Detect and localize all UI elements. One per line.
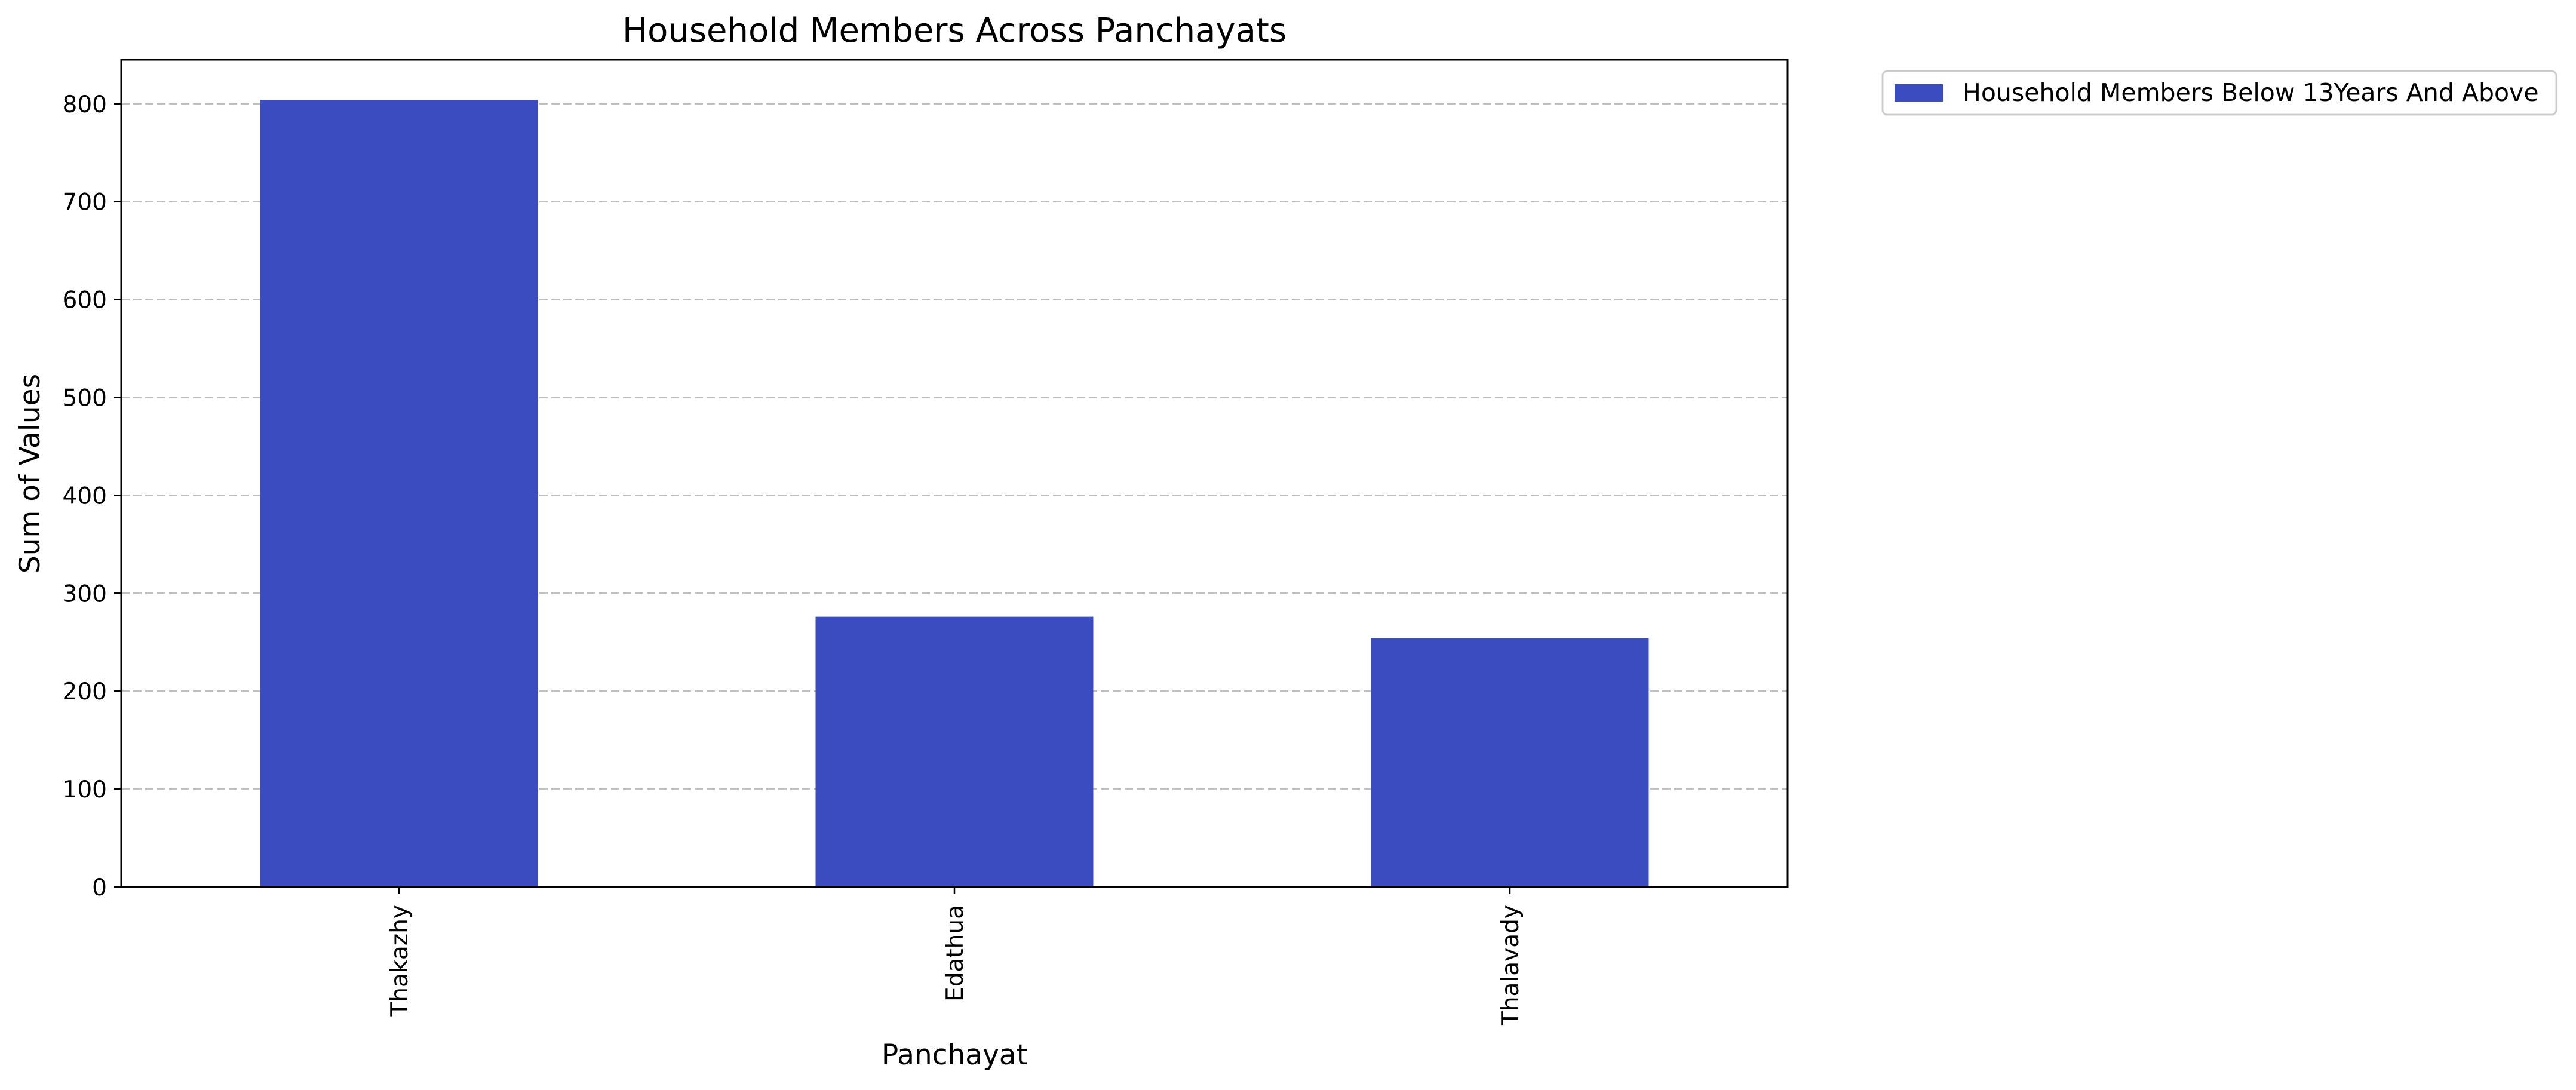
y-tick-label: 0: [92, 874, 107, 901]
x-tick-label: Edathua: [942, 905, 969, 1002]
y-axis-ticks: 0 100 200 300 400 500 600 700 800: [63, 91, 121, 901]
bars: [260, 100, 1649, 888]
y-tick-label: 700: [63, 189, 107, 216]
y-tick-label: 100: [63, 776, 107, 803]
x-tick-label: Thakazhy: [386, 905, 413, 1017]
y-tick-label: 400: [63, 483, 107, 509]
legend-label: Household Members Below 13Years And Abov…: [1963, 78, 2539, 107]
x-tick-label: Thalavady: [1497, 905, 1524, 1026]
y-tick-label: 800: [63, 91, 107, 118]
y-tick-label: 600: [63, 287, 107, 314]
legend-frame: [1881, 70, 2557, 116]
legend: Household Members Below 13Years And Abov…: [1881, 70, 2557, 116]
x-axis-ticks: Thakazhy Edathua Thalavady: [386, 887, 1524, 1026]
legend-swatch: [1895, 84, 1943, 102]
y-tick-label: 200: [63, 678, 107, 705]
y-axis-title: Sum of Values: [14, 374, 47, 573]
y-tick-label: 500: [63, 385, 107, 412]
bar-edathua: [815, 616, 1094, 887]
bar-thakazhy: [260, 100, 538, 888]
x-axis-title: Panchayat: [882, 1039, 1027, 1071]
bar-thalavady: [1371, 638, 1649, 887]
y-tick-label: 300: [63, 581, 107, 607]
plot-frame: [120, 59, 1789, 888]
chart-title: Household Members Across Panchayats: [622, 11, 1287, 50]
